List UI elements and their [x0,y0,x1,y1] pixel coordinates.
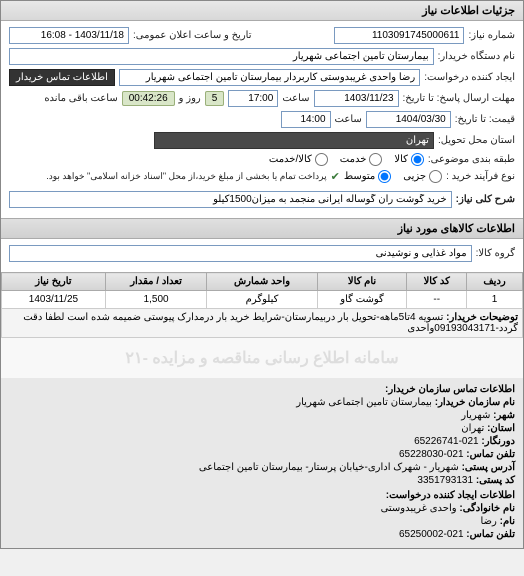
process-radio-group: جزیی متوسط [344,170,442,183]
packaging-service-radio[interactable]: خدمت [340,153,383,166]
td-code: -- [407,291,467,309]
contact-fax: 021-65226741 [414,436,479,447]
contact-province: تهران [461,423,484,434]
td-qty: 1,500 [105,291,206,309]
packaging-goods-radio[interactable]: کالا [394,153,424,166]
radio-goods-service-label: کالا/خدمت [269,154,312,165]
packaging-radio-group: کالا خدمت کالا/خدمت [269,153,424,166]
desc-text: تسویه 4تا5ماهه-تحویل بار دربیمارستان-شرا… [23,312,518,334]
delivery-province-field [154,132,434,149]
radio-medium[interactable] [378,170,391,183]
radio-small-label: جزیی [403,171,426,182]
check-icon: ✔ [331,170,340,183]
td-unit: کیلوگرم [207,291,317,309]
contact-section-title: اطلاعات تماس سازمان خریدار: [9,384,515,395]
need-title-label: شرح کلی نیاز: [456,194,515,205]
contact-name: رضا [480,516,496,527]
contact-family-label: نام خانوادگی: [459,503,515,514]
table-desc-row: توضیحات خریدار: تسویه 4تا5ماهه-تحویل بار… [2,309,523,338]
watermark-text: سامانه اطلاع رسانی مناقصه و مزایده -۲۱ [1,338,523,378]
public-date-label: تاریخ و ساعت اعلان عمومی: [133,30,252,41]
days-left-chip: 5 [205,91,225,106]
th-unit: واحد شمارش [207,273,317,291]
contact-phone2: 021-65250002 [399,529,464,540]
price-until-label: قیمت: تا تاریخ: [455,114,515,125]
days-left-label: روز و [179,93,201,104]
process-type-label: نوع فرآیند خرید : [446,171,515,182]
req-creator-section: اطلاعات ایجاد کننده درخواست: [9,490,515,501]
contact-phone: 021-65228030 [399,449,464,460]
contact-postal-label: کد پستی: [476,475,515,486]
radio-medium-label: متوسط [344,171,375,182]
contact-phone2-label: تلفن تماس: [466,529,515,540]
contact-address: شهریار - شهرک اداری-خیابان پرستار- بیمار… [199,462,459,473]
radio-service[interactable] [369,153,382,166]
delivery-province-label: استان محل تحویل: [438,135,515,146]
time-left-label: ساعت باقی مانده [44,93,117,104]
th-name: نام کالا [317,273,407,291]
deadline-date-field [314,90,399,107]
goods-section-header: اطلاعات کالاهای مورد نیاز [1,218,523,239]
contact-org-label: نام سازمان خریدار: [435,397,515,408]
public-date-field [9,27,129,44]
contact-address-label: آدرس پستی: [462,462,515,473]
contact-province-label: استان: [487,423,515,434]
process-small-radio[interactable]: جزیی [403,170,442,183]
td-row: 1 [467,291,523,309]
contact-postal: 3351793131 [417,475,473,486]
contact-fax-label: دورنگار: [481,436,515,447]
group-field [9,245,472,262]
th-qty: تعداد / مقدار [105,273,206,291]
req-no-field [334,27,464,44]
desc-label: توضیحات خریدار: [446,312,518,323]
price-time-label: ساعت [335,114,362,125]
deadline-time-label: ساعت [282,93,309,104]
contact-info-button[interactable]: اطلاعات تماس خریدار [9,69,115,86]
buyer-org-label: نام دستگاه خریدار: [438,51,515,62]
goods-table: ردیف کد کالا نام کالا واحد شمارش تعداد /… [1,272,523,338]
process-note: پرداخت تمام یا بخشی از مبلغ خرید،از محل … [46,171,326,182]
contact-family: واحدی غریبدوستی [381,503,457,514]
radio-goods[interactable] [411,153,424,166]
contact-phone-label: تلفن تماس: [466,449,515,460]
table-row: 1 -- گوشت گاو کیلوگرم 1,500 1403/11/25 [2,291,523,309]
process-medium-radio[interactable]: متوسط [344,170,391,183]
contact-city-label: شهر: [493,410,515,421]
req-no-label: شماره نیاز: [468,30,515,41]
td-date: 1403/11/25 [2,291,106,309]
th-row: ردیف [467,273,523,291]
group-label: گروه کالا: [476,248,515,259]
radio-goods-service[interactable] [315,153,328,166]
contact-section: اطلاعات تماس سازمان خریدار: نام سازمان خ… [1,378,523,548]
contact-city: شهریار [461,410,490,421]
price-time-field [281,111,331,128]
need-title-field [9,191,452,208]
deadline-label: مهلت ارسال پاسخ: تا تاریخ: [403,93,515,104]
packaging-goods-service-radio[interactable]: کالا/خدمت [269,153,328,166]
requester-label: ایجاد کننده درخواست: [424,72,515,83]
requester-field [119,69,420,86]
th-date: تاریخ نیاز [2,273,106,291]
deadline-time-field [228,90,278,107]
radio-small[interactable] [429,170,442,183]
contact-name-label: نام: [500,516,515,527]
contact-org: بیمارستان تامین اجتماعی شهریار [296,397,432,408]
radio-service-label: خدمت [340,154,367,165]
panel-title: جزئیات اطلاعات نیاز [1,1,523,21]
buyer-org-field [9,48,434,65]
td-name: گوشت گاو [317,291,407,309]
radio-goods-label: کالا [394,154,408,165]
th-code: کد کالا [407,273,467,291]
price-date-field [366,111,451,128]
packaging-label: طبقه بندی موضوعی: [428,154,515,165]
time-left-chip: 00:42:26 [122,91,175,106]
